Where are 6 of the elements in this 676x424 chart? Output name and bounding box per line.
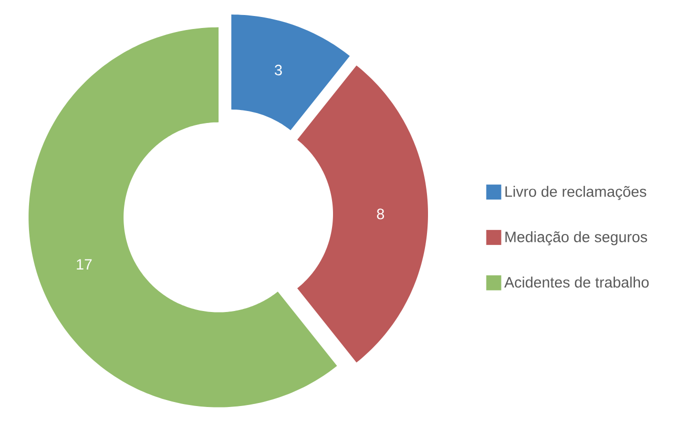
legend-label: Acidentes de trabalho bbox=[504, 276, 649, 288]
data-label: 8 bbox=[376, 208, 384, 220]
data-label: 17 bbox=[76, 259, 92, 270]
legend-label: Livro de reclamações bbox=[505, 186, 646, 200]
data-label: 3 bbox=[274, 64, 282, 76]
legend-label: Mediação de seguros bbox=[505, 231, 648, 246]
